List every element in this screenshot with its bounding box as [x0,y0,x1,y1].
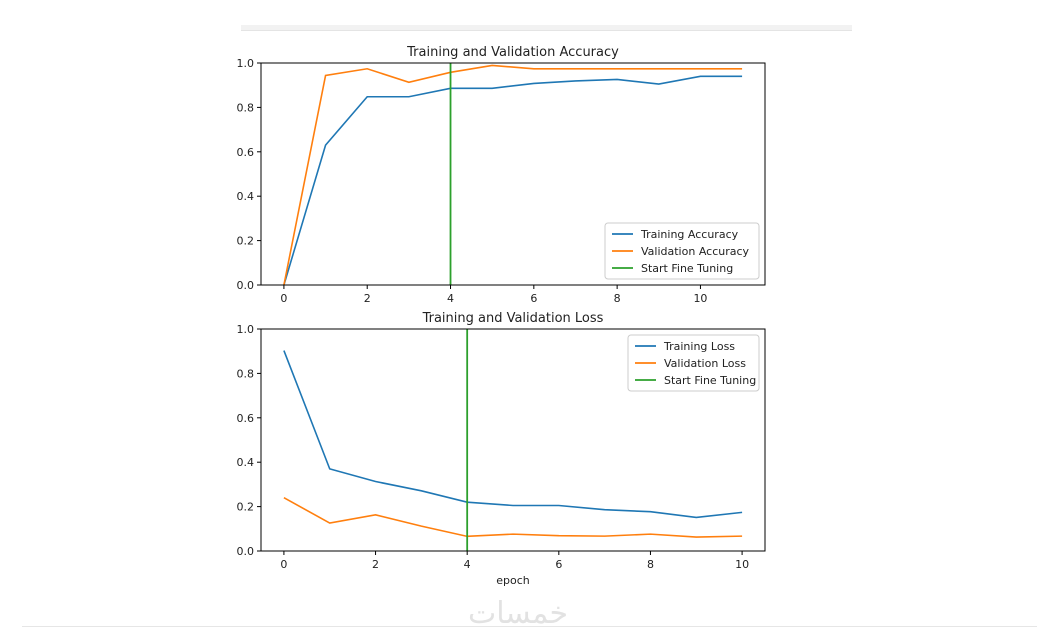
chart-title: Training and Validation Loss [422,311,604,326]
x-tick-label: 8 [614,292,621,305]
legend: Training Loss Validation Loss Start Fine T… [627,334,760,392]
x-tick-label: 0 [280,558,287,571]
legend-label: Training Accuracy [640,228,739,241]
legend-label: Start Fine Tuning [664,374,756,387]
x-tick-label: 4 [447,292,454,305]
watermark-logo: خمسات [468,596,569,631]
y-tick-label: 0.0 [237,545,255,558]
y-tick-label: 0.2 [237,235,255,248]
y-tick-label: 0.0 [237,279,255,292]
y-tick-label: 0.2 [237,501,255,514]
series-line-training-accuracy [283,75,743,286]
series-line-validation-loss [283,497,743,538]
y-tick-label: 0.6 [237,412,255,425]
plot-frame [260,328,766,552]
legend: Training Accuracy Validation Accuracy Star… [604,222,760,280]
x-tick-label: 0 [280,292,287,305]
x-tick-label: 2 [364,292,371,305]
x-tick-label: 6 [530,292,537,305]
x-tick-label: 4 [464,558,471,571]
y-tick-label: 0.4 [237,190,255,203]
y-tick-label: 0.6 [237,146,255,159]
y-tick-label: 0.4 [237,456,255,469]
x-tick-label: 10 [693,292,707,305]
legend-box [604,222,760,280]
x-tick-label: 2 [372,558,379,571]
chart-title: Training and Validation Accuracy [406,45,619,60]
x-tick-label: 6 [555,558,562,571]
y-tick-label: 0.8 [237,101,255,114]
legend-label: Validation Loss [664,357,746,370]
legend-box [627,334,760,392]
x-tick-label: 8 [647,558,654,571]
divider [22,626,1037,627]
cell-top-bar [241,25,852,31]
legend-label: Start Fine Tuning [641,262,733,275]
y-tick-label: 1.0 [237,57,255,70]
y-tick-label: 1.0 [237,323,255,336]
x-tick-label: 10 [735,558,749,571]
legend-label: Training Loss [663,340,735,353]
series-line-validation-accuracy [283,64,743,286]
series-line-training-loss [283,350,743,519]
chart-1: Training and Validation Loss 0.0 0.2 0.4 0.6… [237,311,766,587]
y-tick-label: 0.8 [237,367,255,380]
legend-label: Validation Accuracy [641,245,750,258]
plot-frame [260,62,766,286]
chart-0: Training and Validation Accuracy 0.0 0.2 0.… [237,45,766,305]
x-axis-label: epoch [496,574,530,587]
